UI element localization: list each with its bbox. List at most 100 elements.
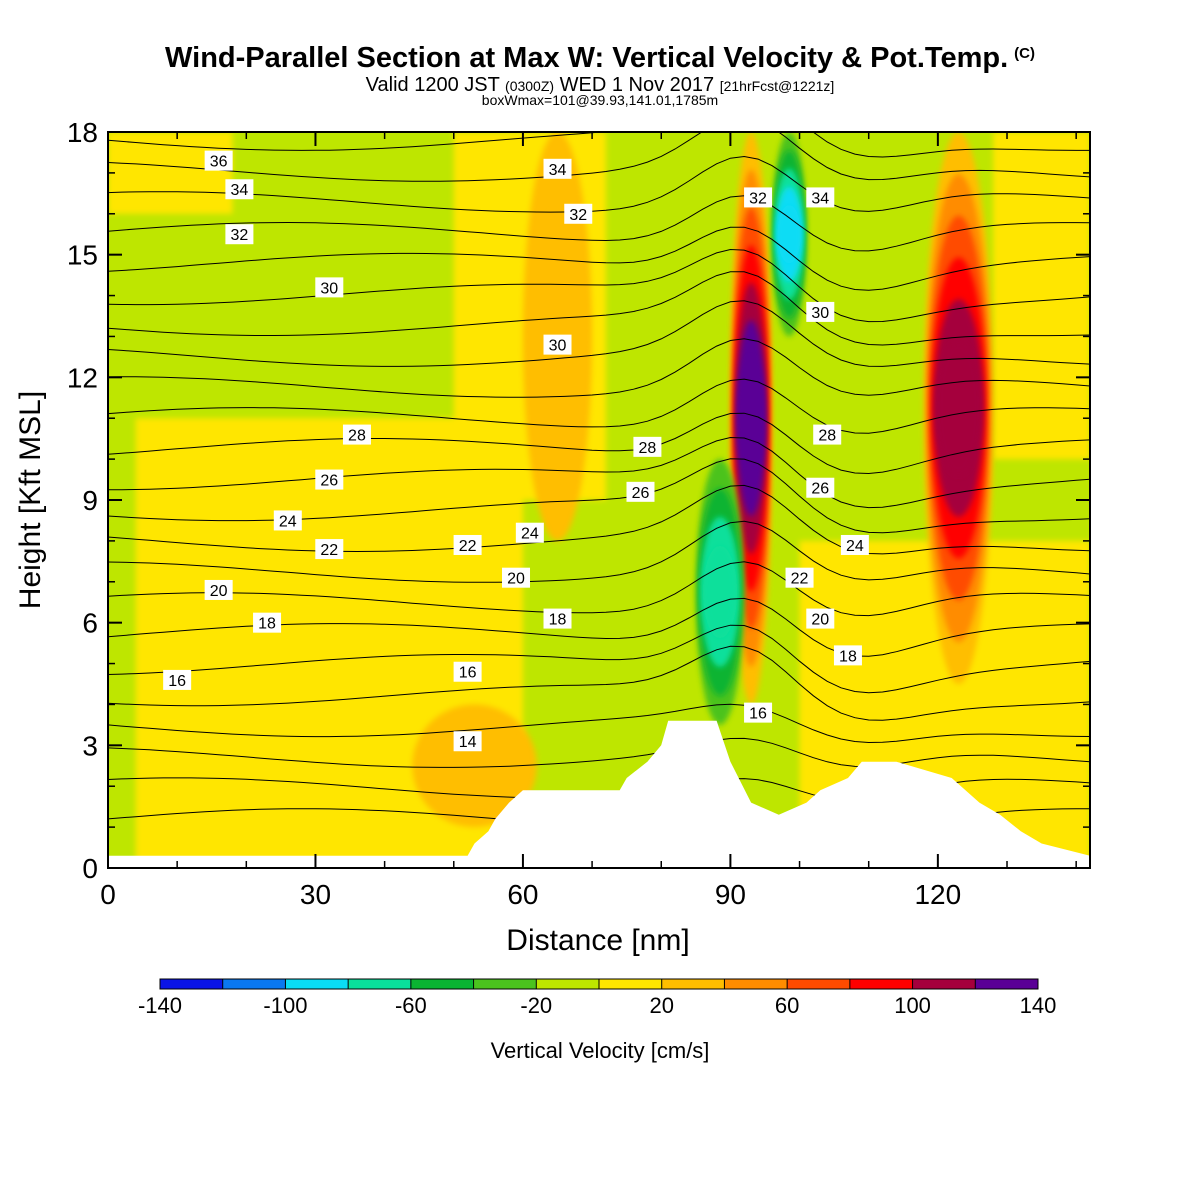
colorbar-tick-label: 140 <box>1020 993 1057 1018</box>
colorbar: -140 -100 -60 -20 20 60 100 140 <box>138 978 1057 1018</box>
colorbar-tick-label: -60 <box>395 993 427 1018</box>
isentrope-label: 26 <box>626 481 655 502</box>
isentrope-label-bg <box>502 567 531 588</box>
isentrope-18C <box>108 645 1090 721</box>
isentrope-label: 32 <box>744 187 773 208</box>
isentrope-label: 26 <box>806 477 835 498</box>
isentrope-label-bg <box>633 436 662 457</box>
isentrope-label-bg <box>543 608 572 629</box>
isentrope-label: 28 <box>633 436 662 457</box>
isentrope-label: 24 <box>515 522 544 543</box>
y-tick-label: 3 <box>82 730 98 761</box>
y-tick-label: 0 <box>82 853 98 884</box>
isentrope-label-bg <box>453 661 482 682</box>
isentrope-label: 22 <box>453 534 482 555</box>
isentrope-label: 24 <box>840 534 869 555</box>
w-feature-weak-updraft <box>423 728 526 804</box>
isentrope-label-text: 20 <box>507 571 525 588</box>
y-tick-label: 18 <box>67 117 98 148</box>
isentrope-label-text: 22 <box>791 571 809 588</box>
chart-title: Wind-Parallel Section at Max W: Vertical… <box>165 42 1035 74</box>
colorbar-segment <box>285 979 349 989</box>
isentrope-label: 18 <box>833 645 862 666</box>
isentrope-label-text: 24 <box>846 538 864 555</box>
isentrope-label-bg <box>253 612 282 633</box>
w-feature-updraft-core <box>737 357 765 479</box>
isentrope-34C <box>108 155 1090 213</box>
isentrope-label-text: 32 <box>569 207 587 224</box>
isentrope-label: 20 <box>502 567 531 588</box>
x-tick-label: 0 <box>100 879 116 910</box>
x-axis-label: Distance [nm] <box>506 924 689 957</box>
w-feature-updraft-band <box>935 341 982 475</box>
isentrope-label-text: 22 <box>320 542 338 559</box>
isentrope-label-bg <box>515 522 544 543</box>
isentrope-label-text: 28 <box>818 428 836 445</box>
isentrope-label-bg <box>744 702 773 723</box>
isentrope-19C <box>108 624 1090 694</box>
chart-subtitle: Valid 1200 JST (0300Z) WED 1 Nov 2017 [2… <box>365 74 835 96</box>
isentrope-label: 28 <box>342 424 371 445</box>
isentrope-label-bg <box>315 539 344 560</box>
colorbar-segment <box>410 979 474 989</box>
y-axis-label: Height [Kft MSL] <box>14 391 47 609</box>
isentrope-label-bg <box>204 150 233 171</box>
isentrope-label-bg <box>543 158 572 179</box>
colorbar-tick-label: 60 <box>775 993 799 1018</box>
isentrope-label-text: 24 <box>279 513 297 530</box>
colorbar-tick-label: -140 <box>138 993 182 1018</box>
isentrope-label-text: 28 <box>348 428 366 445</box>
isentrope-16C <box>108 737 1090 768</box>
isentrope-31C <box>108 248 1090 323</box>
isentrope-17C <box>108 703 1090 744</box>
isentrope-label-text: 16 <box>168 673 186 690</box>
colorbar-segment <box>975 979 1038 989</box>
isentrope-label-bg <box>453 731 482 752</box>
isentrope-35C <box>108 132 1090 182</box>
y-tick-label: 9 <box>82 485 98 516</box>
isentrope-29C <box>108 300 1090 367</box>
isentrope-label-bg <box>273 510 302 531</box>
isentrope-label-text: 20 <box>811 612 829 629</box>
isentrope-label-bg <box>806 477 835 498</box>
isentrope-label-text: 36 <box>210 154 228 171</box>
isentrope-label-bg <box>163 669 192 690</box>
isentrope-label-bg <box>744 187 773 208</box>
isentrope-label-bg <box>785 567 814 588</box>
isentrope-label-text: 26 <box>632 485 650 502</box>
isentrope-label: 30 <box>543 334 572 355</box>
isentrope-label: 28 <box>813 424 842 445</box>
isentrope-labels: 3634323028262422201816343230222420181614… <box>163 150 869 752</box>
colorbar-segment <box>599 979 662 989</box>
x-tick-label: 90 <box>715 879 746 910</box>
isentropes <box>108 132 1090 842</box>
x-tick-label: 60 <box>507 879 538 910</box>
isentrope-label-text: 18 <box>549 612 567 629</box>
colorbar-segment <box>849 979 913 989</box>
w-feature-downdraft-band <box>702 545 738 639</box>
isentrope-30C <box>108 271 1090 346</box>
isentrope-label-bg <box>204 579 233 600</box>
isentrope-27C <box>108 378 1090 434</box>
isentrope-label-text: 26 <box>811 481 829 498</box>
colorbar-tick-label: -100 <box>263 993 307 1018</box>
isentrope-label: 26 <box>315 469 344 490</box>
isentrope-label-bg <box>315 469 344 490</box>
isentrope-label-text: 18 <box>258 616 276 633</box>
isentrope-label-text: 30 <box>320 280 338 297</box>
isentrope-label: 32 <box>564 203 593 224</box>
isentrope-label-text: 34 <box>230 182 248 199</box>
isentrope-label: 36 <box>204 150 233 171</box>
isentrope-label: 34 <box>543 158 572 179</box>
isentrope-label-text: 16 <box>459 665 477 682</box>
isentrope-label-bg <box>833 645 862 666</box>
terrain-profile <box>108 720 1090 868</box>
colorbar-segment <box>348 979 411 989</box>
isentrope-label: 18 <box>543 608 572 629</box>
isentrope-label-bg <box>806 187 835 208</box>
colorbar-tick-label: 20 <box>649 993 673 1018</box>
x-tick-label: 30 <box>300 879 331 910</box>
isentrope-21C <box>108 561 1090 617</box>
isentrope-label: 20 <box>806 608 835 629</box>
